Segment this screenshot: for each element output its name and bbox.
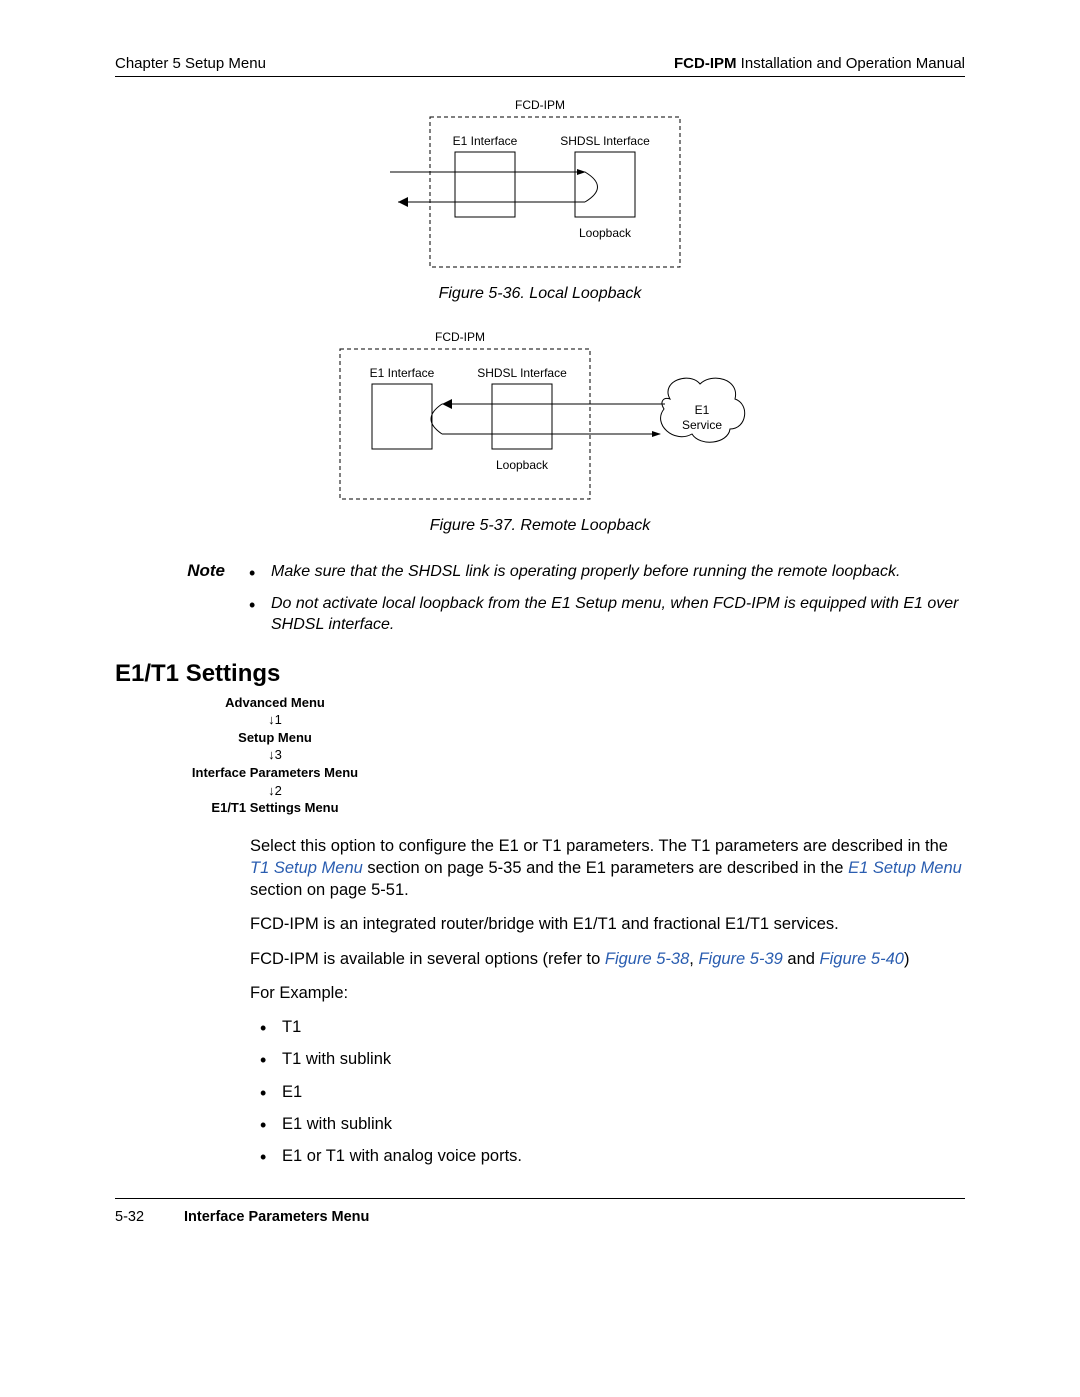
- figure-37: FCD-IPM E1 Interface SHDSL Interface E1 …: [115, 329, 965, 509]
- body-text: Select this option to configure the E1 o…: [250, 835, 965, 1168]
- fig37-e1-label: E1 Interface: [370, 366, 435, 380]
- page-header: Chapter 5 Setup Menu FCD-IPM Installatio…: [115, 55, 965, 77]
- link-fig-5-39[interactable]: Figure 5-39: [698, 950, 782, 968]
- list-item: T1: [250, 1016, 965, 1038]
- nav-level: Interface Parameters Menu: [135, 764, 415, 782]
- text: Select this option to configure the E1 o…: [250, 837, 948, 855]
- fig36-title: FCD-IPM: [515, 98, 565, 112]
- list-item: E1 or T1 with analog voice ports.: [250, 1145, 965, 1167]
- figure-37-caption: Figure 5-37. Remote Loopback: [115, 517, 965, 535]
- fig37-title: FCD-IPM: [435, 330, 485, 344]
- note-label: Note: [115, 561, 243, 646]
- para-4: For Example:: [250, 982, 965, 1004]
- fig37-cloud-line2: Service: [682, 418, 722, 432]
- header-right: FCD-IPM Installation and Operation Manua…: [674, 55, 965, 72]
- fig36-loopback-label: Loopback: [579, 226, 632, 240]
- page-footer: 5-32 Interface Parameters Menu: [115, 1198, 965, 1225]
- header-manual: Installation and Operation Manual: [737, 55, 965, 72]
- example-list: T1 T1 with sublink E1 E1 with sublink E1…: [250, 1016, 965, 1167]
- nav-arrow: ↓2: [135, 782, 415, 800]
- text: FCD-IPM is available in several options …: [250, 950, 605, 968]
- note-block: Note Make sure that the SHDSL link is op…: [115, 561, 965, 646]
- nav-level: Advanced Menu: [135, 694, 415, 712]
- text: section on page 5-35 and the E1 paramete…: [363, 859, 848, 877]
- fig37-shdsl-label: SHDSL Interface: [477, 366, 567, 380]
- note-bullets: Make sure that the SHDSL link is operati…: [243, 561, 965, 646]
- para-1: Select this option to configure the E1 o…: [250, 835, 965, 902]
- remote-loopback-diagram: FCD-IPM E1 Interface SHDSL Interface E1 …: [330, 329, 750, 509]
- nav-level: Setup Menu: [135, 729, 415, 747]
- e1-service-cloud: E1 Service: [661, 378, 745, 442]
- local-loopback-diagram: FCD-IPM E1 Interface SHDSL Interface Loo…: [390, 97, 690, 277]
- footer-section: Interface Parameters Menu: [184, 1209, 369, 1225]
- text: section on page 5-51.: [250, 881, 409, 899]
- text: and: [783, 950, 820, 968]
- list-item: T1 with sublink: [250, 1048, 965, 1070]
- link-e1-setup[interactable]: E1 Setup Menu: [848, 859, 962, 877]
- fig36-e1-label: E1 Interface: [453, 134, 518, 148]
- menu-nav-path: Advanced Menu ↓1 Setup Menu ↓3 Interface…: [135, 694, 415, 817]
- link-fig-5-38[interactable]: Figure 5-38: [605, 950, 689, 968]
- list-item: E1 with sublink: [250, 1113, 965, 1135]
- fig36-shdsl-label: SHDSL Interface: [560, 134, 650, 148]
- fig37-loopback-label: Loopback: [496, 458, 549, 472]
- header-product: FCD-IPM: [674, 55, 737, 72]
- para-3: FCD-IPM is available in several options …: [250, 948, 965, 970]
- note-item: Make sure that the SHDSL link is operati…: [243, 561, 965, 583]
- list-item: E1: [250, 1081, 965, 1103]
- nav-arrow: ↓3: [135, 746, 415, 764]
- link-fig-5-40[interactable]: Figure 5-40: [820, 950, 904, 968]
- note-item: Do not activate local loopback from the …: [243, 593, 965, 636]
- link-t1-setup[interactable]: T1 Setup Menu: [250, 859, 363, 877]
- text: ): [904, 950, 910, 968]
- para-2: FCD-IPM is an integrated router/bridge w…: [250, 913, 965, 935]
- nav-level: E1/T1 Settings Menu: [135, 799, 415, 817]
- figure-36-caption: Figure 5-36. Local Loopback: [115, 285, 965, 303]
- page-number: 5-32: [115, 1209, 144, 1225]
- nav-arrow: ↓1: [135, 711, 415, 729]
- fig37-cloud-line1: E1: [695, 403, 710, 417]
- section-title: E1/T1 Settings: [115, 660, 965, 688]
- figure-36: FCD-IPM E1 Interface SHDSL Interface Loo…: [115, 97, 965, 277]
- header-left: Chapter 5 Setup Menu: [115, 55, 266, 72]
